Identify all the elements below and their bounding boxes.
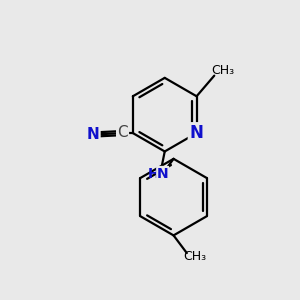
Text: C: C [117, 125, 128, 140]
Text: H: H [148, 167, 160, 181]
Text: N: N [190, 124, 203, 142]
Text: CH₃: CH₃ [184, 250, 207, 263]
Text: N: N [157, 167, 169, 181]
Text: CH₃: CH₃ [211, 64, 234, 77]
Text: N: N [87, 127, 100, 142]
